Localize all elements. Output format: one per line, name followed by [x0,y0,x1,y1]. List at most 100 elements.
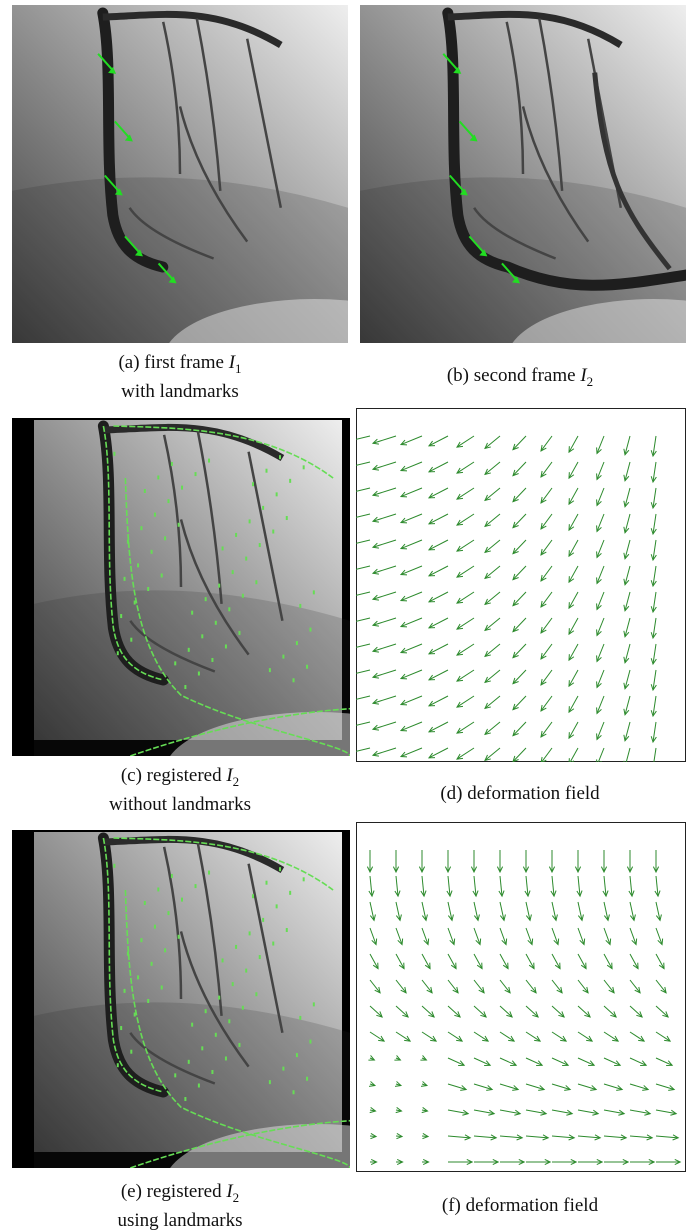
edge-dot [184,1097,186,1101]
edge-dot [286,928,288,932]
edge-dot [147,999,149,1003]
edge-dot [140,938,142,942]
edge-dot [266,469,268,473]
edge-dot [178,523,180,527]
edge-dot [309,628,311,632]
edge-dot [184,685,186,689]
edge-dot [232,570,234,574]
edge-dot [259,955,261,959]
edge-dot [276,492,278,496]
edge-dot [211,658,213,662]
edge-dot [245,969,247,973]
caption-text: deformation field [466,1195,598,1216]
edge-dot [124,989,126,993]
edge-dot [279,455,281,459]
edge-dot [178,935,180,939]
edge-dot [188,648,190,652]
edge-dot [232,982,234,986]
caption-text: registered [147,765,222,786]
edge-dot [289,479,291,483]
caption-text: first frame [144,352,224,373]
edge-dot [255,992,257,996]
edge-dot [306,665,308,669]
edge-dot [191,1023,193,1027]
edge-dot [120,614,122,618]
edge-dot [279,867,281,871]
edge-dot [313,1002,315,1006]
caption-label: (b) [447,365,469,386]
edge-dot [259,543,261,547]
edge-dot [296,1053,298,1057]
edge-dot [215,621,217,625]
deformation-field [356,822,686,1172]
edge-dot [242,594,244,598]
edge-dot [171,462,173,466]
edge-dot [198,672,200,676]
edge-dot [238,631,240,635]
edge-dot [154,925,156,929]
angiogram-first-frame [12,5,348,343]
edge-dot [222,958,224,962]
edge-dot [269,668,271,672]
edge-dot [205,1009,207,1013]
caption-label: (f) [442,1195,461,1216]
edge-dot [127,952,129,956]
edge-dot [144,901,146,905]
edge-dot [124,577,126,581]
caption-label: (c) [121,765,142,786]
edge-dot [296,641,298,645]
edge-dot [249,519,251,523]
edge-dot [276,904,278,908]
edge-dot [289,891,291,895]
caption: (a) first frame I1 with landmarks [30,351,330,403]
edge-dot [167,911,169,915]
edge-dot [225,1056,227,1060]
edge-dot [218,584,220,588]
edge-dot [252,482,254,486]
edge-dot [140,526,142,530]
edge-dot [225,644,227,648]
deformation-field [356,408,686,762]
caption-text: without landmarks [109,794,251,815]
edge-dot [242,1006,244,1010]
edge-dot [147,587,149,591]
caption: (c) registered I2 without landmarks [30,764,330,816]
edge-dot [201,634,203,638]
field-frame [357,409,686,762]
edge-dot [198,1084,200,1088]
edge-dot [255,580,257,584]
edge-dot [130,638,132,642]
edge-dot [201,1046,203,1050]
caption-label: (e) [121,1181,142,1202]
edge-dot [113,452,115,456]
edge-dot [191,611,193,615]
edge-dot [303,465,305,469]
caption: (d) deformation field [370,782,670,805]
caption-subscript: 2 [233,1190,240,1205]
edge-dot [134,601,136,605]
edge-dot [113,864,115,868]
edge-dot [195,884,197,888]
edge-dot [303,877,305,881]
edge-dot [208,871,210,875]
edge-dot [134,1013,136,1017]
caption-label: (a) [118,352,139,373]
edge-dot [205,597,207,601]
caption-text: deformation field [467,783,599,804]
caption-text: using landmarks [117,1210,242,1231]
edge-dot [299,1016,301,1020]
edge-dot [313,590,315,594]
edge-dot [252,894,254,898]
edge-dot [164,536,166,540]
edge-dot [120,1026,122,1030]
edge-dot [235,533,237,537]
edge-dot [299,604,301,608]
edge-dot [181,486,183,490]
edge-dot [167,499,169,503]
edge-dot [157,887,159,891]
figure: (a) first frame I1 with landmarks (b) se… [0,0,686,1232]
edge-dot [137,563,139,567]
edge-dot [151,962,153,966]
caption: (b) second frame I2 [370,364,670,393]
edge-dot [181,898,183,902]
